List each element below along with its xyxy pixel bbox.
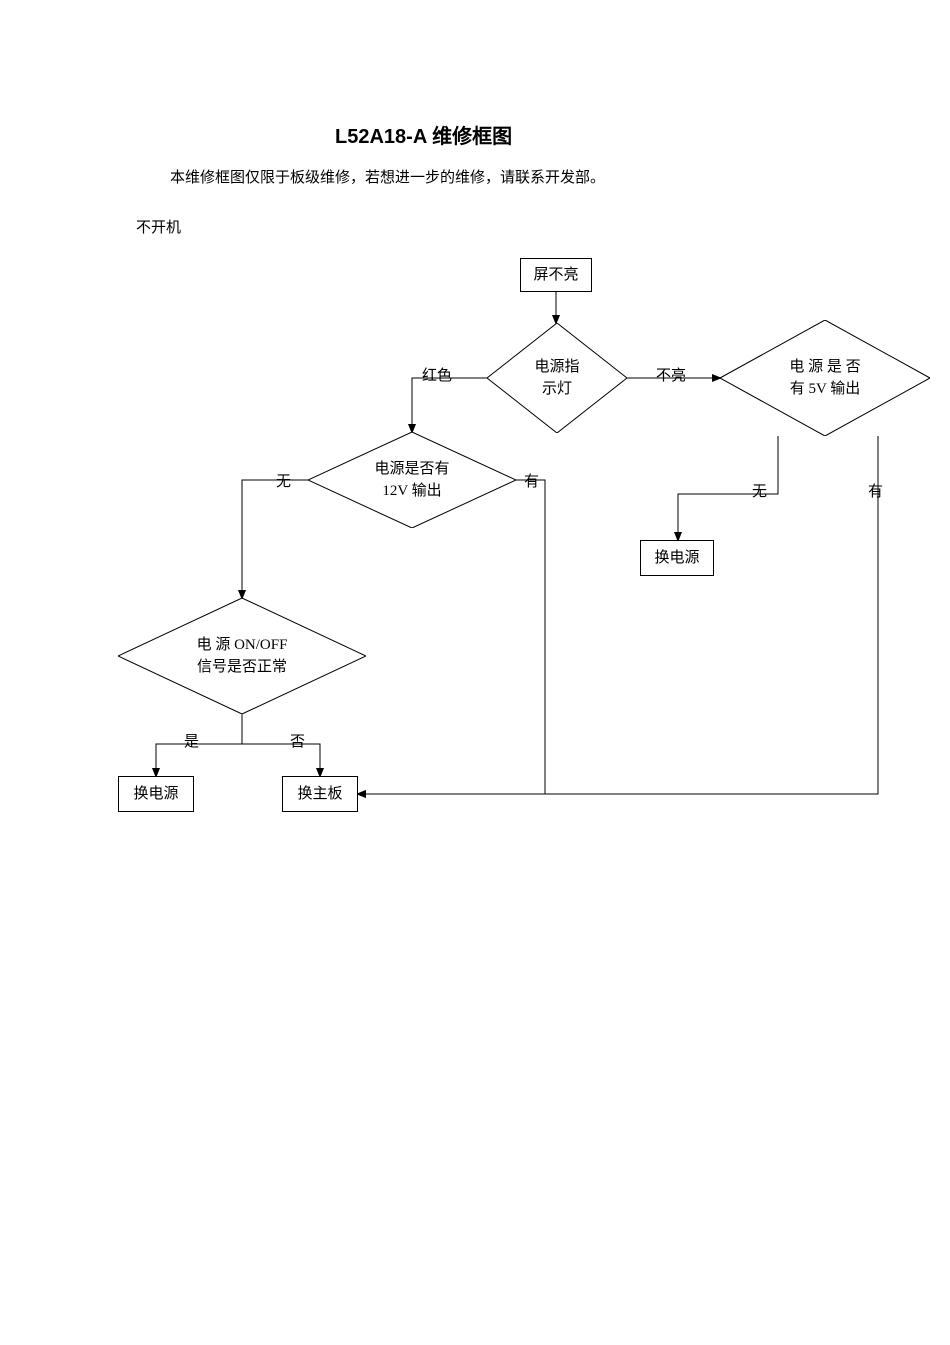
- edge-label-none-1: 无: [276, 470, 291, 491]
- node-label: 电 源 ON/OFF信号是否正常: [118, 598, 366, 714]
- edge-label-fou: 否: [290, 730, 305, 751]
- edge-label-yes-1: 有: [524, 470, 539, 491]
- section-label: 不开机: [136, 216, 181, 237]
- edge-label-red: 红色: [422, 364, 452, 385]
- node-label: 换电源: [654, 548, 699, 569]
- node-swap-psu-2: 换电源: [640, 540, 714, 576]
- page-subtitle: 本维修框图仅限于板级维修，若想进一步的维修，请联系开发部。: [170, 166, 605, 187]
- node-swap-psu-1: 换电源: [118, 776, 194, 812]
- node-power-led: 电源指示灯: [487, 323, 627, 433]
- node-5v-check: 电 源 是 否有 5V 输出: [720, 320, 930, 436]
- node-swap-mainboard: 换主板: [282, 776, 358, 812]
- edge-label-none-2: 无: [752, 480, 767, 501]
- node-label: 电 源 是 否有 5V 输出: [720, 320, 930, 436]
- edge-label-off: 不亮: [656, 364, 686, 385]
- page-title: L52A18-A 维修框图: [335, 120, 512, 149]
- edge-label-shi: 是: [184, 730, 199, 751]
- node-12v-check: 电源是否有12V 输出: [308, 432, 516, 528]
- edge-label-yes-2: 有: [868, 480, 883, 501]
- node-label: 电源是否有12V 输出: [308, 432, 516, 528]
- node-screen-off: 屏不亮: [520, 258, 592, 292]
- node-onoff-check: 电 源 ON/OFF信号是否正常: [118, 598, 366, 714]
- node-label: 换主板: [297, 784, 342, 805]
- node-label: 屏不亮: [533, 265, 578, 286]
- node-label: 换电源: [133, 784, 178, 805]
- node-label: 电源指示灯: [487, 323, 627, 433]
